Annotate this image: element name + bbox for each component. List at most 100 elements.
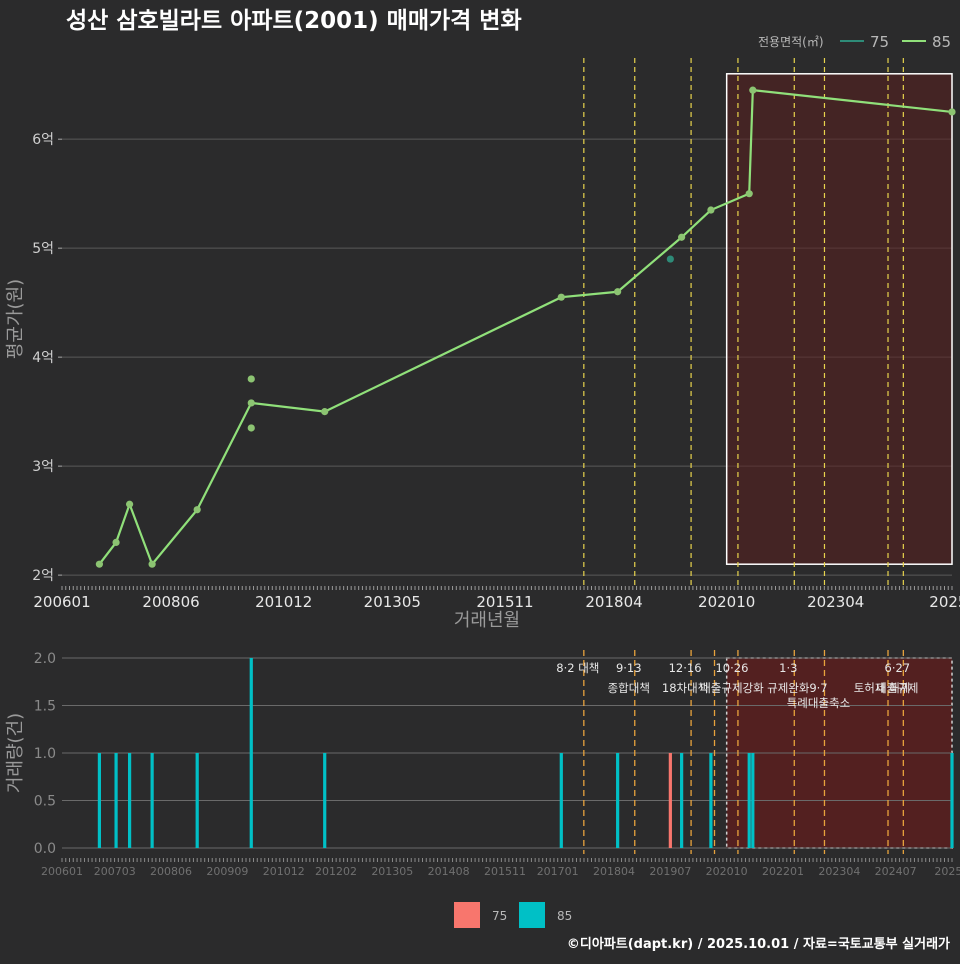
volume-x-tick-label: 201804 <box>593 865 635 878</box>
bar-85 <box>709 753 713 848</box>
legend-top-75-label: 75 <box>870 33 889 51</box>
x-tick-label: 201012 <box>255 593 312 611</box>
volume-x-tick-label: 200806 <box>150 865 192 878</box>
volume-x-tick-label: 202407 <box>875 865 917 878</box>
x-axis-label: 거래년월 <box>454 610 520 631</box>
policy-annotation-text: 대출규제강화 <box>700 681 764 695</box>
policy-annotation-text: 특례대출축소 <box>787 696 850 710</box>
volume-x-tick-label: 200703 <box>94 865 136 878</box>
volume-x-tick-label: 201202 <box>315 865 357 878</box>
bar-85 <box>127 753 132 848</box>
volume-x-tick-label: 2025 <box>934 865 960 878</box>
bar-85 <box>150 753 154 848</box>
legend-bottom-85-label: 85 <box>557 909 572 923</box>
bar-85 <box>751 753 755 848</box>
y-tick-label: 6억 <box>32 132 54 148</box>
legend-bottom-75-swatch <box>454 902 480 928</box>
legend-bottom-75-label: 75 <box>492 909 507 923</box>
volume-x-tick-label: 201012 <box>263 865 305 878</box>
policy-annotation-text: 토허제 해제 <box>854 681 911 695</box>
bar-75 <box>668 753 672 848</box>
bar-85 <box>323 753 327 848</box>
price-panel: 2억 3억 4억 5억 6억 200601 200806 201012 201305 201511… <box>5 58 960 631</box>
volume-y-tick-label: 1.0 <box>34 746 56 762</box>
volume-x-tick-label: 200601 <box>41 865 83 878</box>
policy-annotation-text: 규제완화 <box>767 681 810 695</box>
volume-y-tick-label: 1.5 <box>34 699 56 715</box>
x-tick-label: 202304 <box>807 593 864 611</box>
volume-x-tick-label: 200909 <box>206 865 248 878</box>
policy-annotation-text: 대출규제 <box>876 681 918 695</box>
policy-annotation-date: 8·2 대책 <box>556 661 599 675</box>
series-85-point <box>193 506 201 514</box>
volume-panel: 0.0 0.5 1.0 1.5 2.0 8·2 대책 9·13 종합대책 12·16 18차대책 1… <box>5 650 960 878</box>
series-85-point <box>247 424 255 432</box>
volume-x-tick-label: 202010 <box>706 865 748 878</box>
bar-85 <box>195 753 199 848</box>
legend-top-85-label: 85 <box>932 33 951 51</box>
policy-annotation-text: 종합대책 <box>608 681 650 695</box>
bar-85 <box>249 658 253 848</box>
series-85-point <box>247 399 255 407</box>
chart-title: 성산 삼호빌라트 아파트(2001) 매매가격 변화 <box>66 8 522 34</box>
series-85-point <box>148 560 156 568</box>
y-tick-label: 4억 <box>32 350 54 366</box>
volume-y-axis-label: 거래량(건) <box>5 713 26 793</box>
bar-85 <box>114 753 118 848</box>
y-axis-label: 평균가(원) <box>5 279 26 359</box>
legend-top-title: 전용면적(㎡) <box>758 35 824 49</box>
bar-85 <box>950 753 954 848</box>
x-tick-label: 200806 <box>142 593 199 611</box>
bar-85 <box>616 753 620 848</box>
bar-85 <box>747 753 751 848</box>
bar-85 <box>97 753 102 848</box>
policy-annotation-date: 1·3 <box>779 661 797 675</box>
series-85-line <box>98 88 953 567</box>
y-tick-label: 5억 <box>32 241 54 257</box>
policy-annotation-text: 18차대책 <box>662 681 708 695</box>
series-85-point <box>678 233 686 241</box>
highlight-region <box>725 73 953 565</box>
policy-annotation-text: 9·7 <box>809 681 827 695</box>
series-85-point <box>557 293 565 301</box>
x-tick-label: 201305 <box>364 593 421 611</box>
volume-x-tick-label: 202201 <box>762 865 804 878</box>
series-85-point <box>614 288 622 296</box>
policy-annotation-date: 12·16 <box>669 661 702 675</box>
series-85-point <box>125 500 134 508</box>
y-tick-label: 2억 <box>32 568 54 584</box>
legend-bottom: 75 85 <box>454 902 572 928</box>
x-tick-label: 2025 <box>929 593 960 611</box>
legend-top: 전용면적(㎡) 75 85 <box>758 33 951 51</box>
x-tick-label: 201804 <box>585 593 642 611</box>
volume-x-tick-label: 201305 <box>371 865 413 878</box>
series-75-point <box>666 255 674 263</box>
series-85-point <box>948 108 956 116</box>
policy-annotation-date: 10·26 <box>715 661 748 675</box>
policy-annotation-date: 6·27 <box>885 661 911 675</box>
volume-x-tick-label: 202304 <box>818 865 860 878</box>
series-85-point <box>247 375 255 383</box>
series-85-point <box>112 538 120 547</box>
volume-y-tick-label: 0.0 <box>34 841 56 857</box>
bar-85 <box>559 753 563 848</box>
y-tick-label: 3억 <box>32 459 54 475</box>
series-85-point <box>707 206 715 214</box>
legend-bottom-85-swatch <box>519 902 545 928</box>
series-85-point <box>95 560 104 568</box>
footer-credit: ©디아파트(dapt.kr) / 2025.10.01 / 자료=국토교통부 실… <box>567 936 950 952</box>
bar-85 <box>680 753 684 848</box>
policy-annotation-date: 9·13 <box>616 661 642 675</box>
x-tick-label: 200601 <box>33 593 90 611</box>
volume-y-tick-label: 2.0 <box>34 651 56 667</box>
volume-x-tick-label: 201511 <box>484 865 526 878</box>
volume-y-tick-label: 0.5 <box>34 794 56 810</box>
x-tick-label: 202010 <box>698 593 755 611</box>
x-tick-label: 201511 <box>476 593 533 611</box>
series-85-point <box>745 190 753 198</box>
series-85-point <box>749 86 757 94</box>
volume-x-tick-label: 201408 <box>428 865 470 878</box>
series-85-point <box>321 408 329 416</box>
volume-x-tick-label: 201701 <box>537 865 579 878</box>
